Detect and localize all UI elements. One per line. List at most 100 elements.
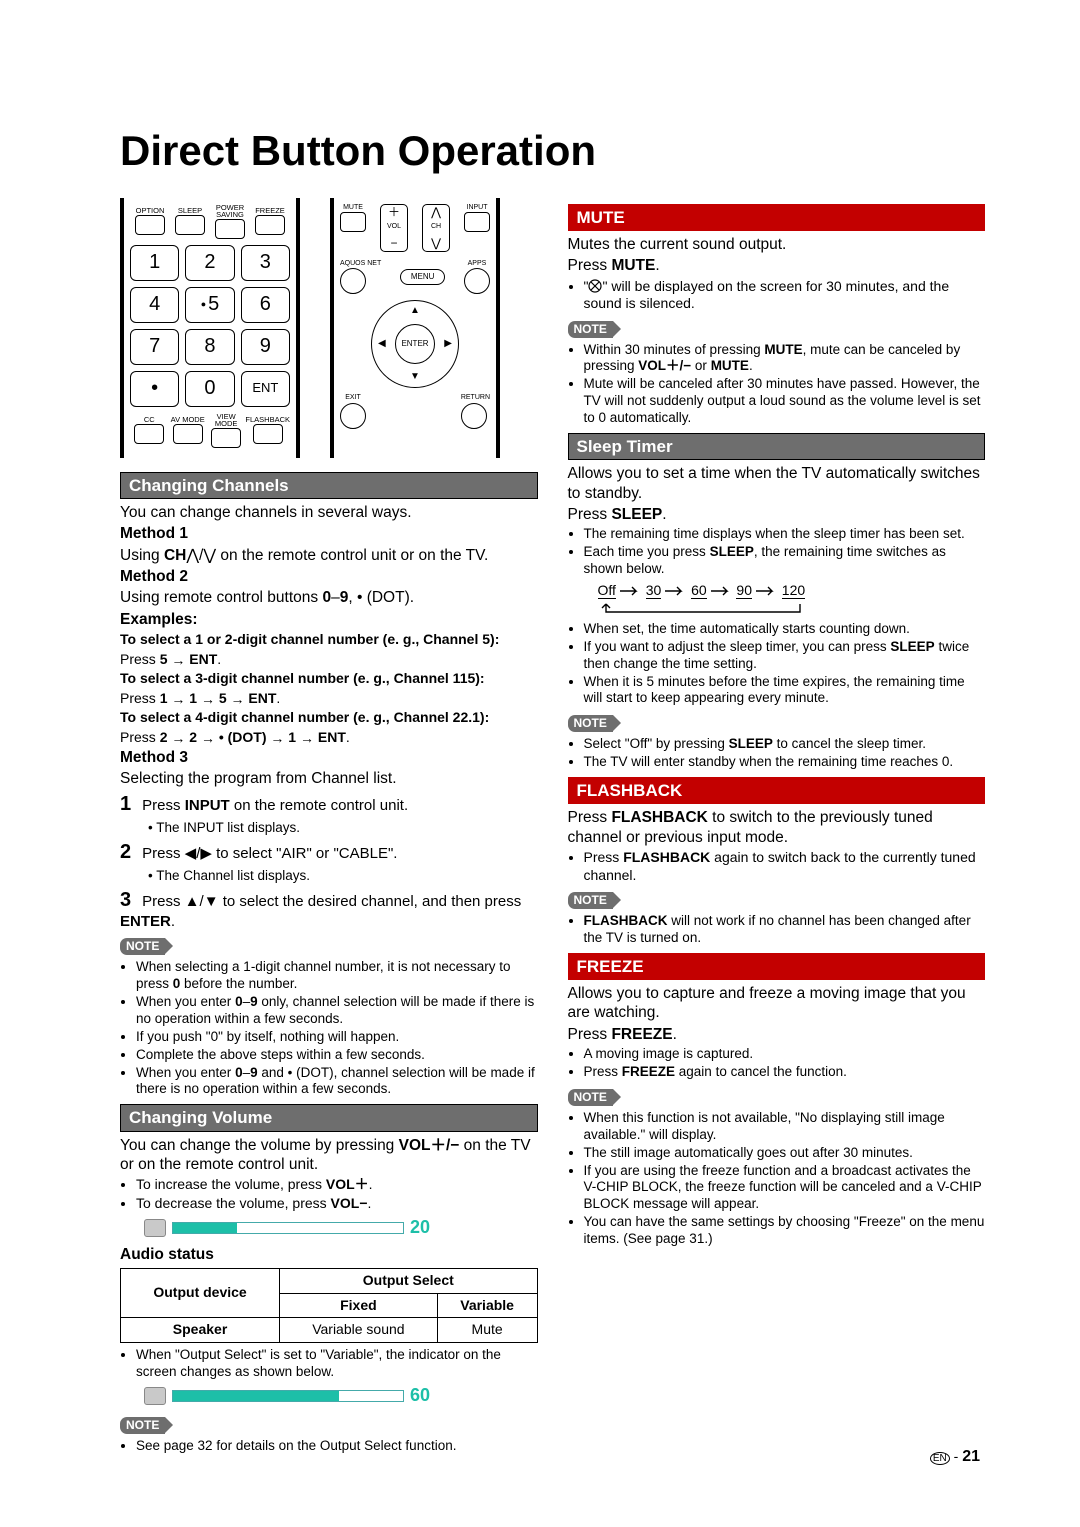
note-tag: NOTE xyxy=(568,1089,613,1106)
step-2-sub: • The Channel list displays. xyxy=(148,868,538,885)
remote-keypad: OPTION SLEEP POWER SAVING FREEZE 1 2 3 4… xyxy=(120,198,300,458)
list-item: Each time you press SLEEP, the remaining… xyxy=(584,544,986,578)
list-item: When "Output Select" is set to "Variable… xyxy=(136,1347,538,1381)
audio-status-table: Output device Output Select Fixed Variab… xyxy=(120,1268,538,1343)
td-variable: Mute xyxy=(437,1318,537,1343)
key-8: 8 xyxy=(185,329,234,365)
note-item: Within 30 minutes of pressing MUTE, mute… xyxy=(584,342,986,376)
list-item: The remaining time displays when the sle… xyxy=(584,526,986,543)
note-tag: NOTE xyxy=(120,938,165,955)
list-item: "" will be displayed on the screen for 3… xyxy=(584,278,986,313)
note-tag: NOTE xyxy=(120,1417,165,1434)
text: Using CH⋀/⋁ on the remote control unit o… xyxy=(120,546,538,565)
th-fixed: Fixed xyxy=(280,1293,438,1318)
mute-icon xyxy=(588,279,602,293)
sleep-cycle-diagram: Off 30 60 90 120 xyxy=(598,582,986,617)
label-viewmode: VIEW MODE xyxy=(207,413,245,428)
note-item: If you are using the freeze function and… xyxy=(584,1163,986,1214)
key-2: 2 xyxy=(185,245,234,281)
vol-list: To increase the volume, press VOL＋. To d… xyxy=(120,1176,538,1212)
remote-diagrams: OPTION SLEEP POWER SAVING FREEZE 1 2 3 4… xyxy=(120,198,538,458)
speaker-icon xyxy=(144,1219,166,1237)
note-item: Mute will be canceled after 30 minutes h… xyxy=(584,376,986,427)
label-ch: CH xyxy=(431,223,441,232)
section-changing-channels: Changing Channels xyxy=(120,472,538,499)
vol-rocker: ＋ VOL − xyxy=(380,204,408,252)
text: Press SLEEP. xyxy=(568,505,986,524)
text: Press FREEZE. xyxy=(568,1025,986,1044)
step-1: 1 Press INPUT on the remote control unit… xyxy=(120,792,538,817)
sleep-list-2: When set, the time automatically starts … xyxy=(568,621,986,707)
note-item: You can have the same settings by choosi… xyxy=(584,1214,986,1248)
label-power-saving: POWER SAVING xyxy=(210,204,250,219)
td-speaker: Speaker xyxy=(121,1318,280,1343)
label-aquos: AQUOS NET xyxy=(340,260,381,269)
th-output-device: Output device xyxy=(121,1269,280,1318)
notes-list: Select "Off" by pressing SLEEP to cancel… xyxy=(568,736,986,771)
note-tag: NOTE xyxy=(568,892,613,909)
list-item: When it is 5 minutes before the time exp… xyxy=(584,674,986,708)
key-5: ●5 xyxy=(185,287,234,323)
text: You can change the volume by pressing VO… xyxy=(120,1136,538,1175)
volume-indicator: 20 xyxy=(144,1216,538,1239)
ch-rocker: ⋀ CH ⋁ xyxy=(422,204,450,252)
note-item: Complete the above steps within a few se… xyxy=(136,1047,538,1064)
list-item: If you want to adjust the sleep timer, y… xyxy=(584,639,986,673)
key-1: 1 xyxy=(130,245,179,281)
page-number: EN - 21 xyxy=(930,1447,980,1467)
notes-list: When selecting a 1-digit channel number,… xyxy=(120,959,538,1098)
section-mute: MUTE xyxy=(568,204,986,231)
flashback-list: Press FLASHBACK again to switch back to … xyxy=(568,849,986,884)
label-vol: VOL xyxy=(387,223,401,232)
key-6: 6 xyxy=(241,287,290,323)
key-dot: • xyxy=(130,371,179,407)
list-item: Press FLASHBACK again to switch back to … xyxy=(584,849,986,884)
enter-button: ENTER xyxy=(395,324,435,364)
list-item: A moving image is captured. xyxy=(584,1046,986,1063)
page-title: Direct Button Operation xyxy=(120,125,985,178)
section-sleep-timer: Sleep Timer xyxy=(568,433,986,460)
method1-heading: Method 1 xyxy=(120,524,538,543)
remote-nav: MUTE ＋ VOL − ⋀ CH ⋁ xyxy=(330,198,500,458)
key-9: 9 xyxy=(241,329,290,365)
note-item: Select "Off" by pressing SLEEP to cancel… xyxy=(584,736,986,753)
label-flashback: FLASHBACK xyxy=(245,416,290,424)
speaker-var-icon xyxy=(144,1387,166,1405)
list-item: Press FREEZE again to cancel the functio… xyxy=(584,1064,986,1081)
note-item: FLASHBACK will not work if no channel ha… xyxy=(584,913,986,947)
label-freeze: FREEZE xyxy=(250,207,290,215)
label-return: RETURN xyxy=(461,394,490,403)
dpad: ▲ ▼ ◀ ▶ ENTER xyxy=(371,300,459,388)
ex3: Press 2 → 2 → • (DOT) → 1 → ENT. xyxy=(120,729,538,747)
key-4: 4 xyxy=(130,287,179,323)
note-item: When you enter 0–9 only, channel selecti… xyxy=(136,994,538,1028)
section-freeze: FREEZE xyxy=(568,953,986,980)
key-7: 7 xyxy=(130,329,179,365)
examples-heading: Examples: xyxy=(120,610,538,629)
notes-list: See page 32 for details on the Output Se… xyxy=(120,1438,538,1455)
menu-button: MENU xyxy=(400,269,446,285)
vol-value: 20 xyxy=(410,1216,430,1239)
freeze-list: A moving image is captured. Press FREEZE… xyxy=(568,1046,986,1081)
label-sleep: SLEEP xyxy=(170,207,210,215)
ex1: Press 5 → ENT. xyxy=(120,651,538,669)
label-mute: MUTE xyxy=(340,204,366,213)
label-apps: APPS xyxy=(464,260,490,269)
note-item: See page 32 for details on the Output Se… xyxy=(136,1438,538,1455)
th-variable: Variable xyxy=(437,1293,537,1318)
note-item: The still image automatically goes out a… xyxy=(584,1145,986,1162)
text: Allows you to capture and freeze a movin… xyxy=(568,984,986,1023)
section-flashback: FLASHBACK xyxy=(568,777,986,804)
key-3: 3 xyxy=(241,245,290,281)
note-tag: NOTE xyxy=(568,715,613,732)
list-item: When set, the time automatically starts … xyxy=(584,621,986,638)
text: Selecting the program from Channel list. xyxy=(120,769,538,788)
text: Mutes the current sound output. xyxy=(568,235,986,254)
ex2-h: To select a 3-digit channel number (e. g… xyxy=(120,670,538,688)
section-changing-volume: Changing Volume xyxy=(120,1104,538,1131)
text: You can change channels in several ways. xyxy=(120,503,538,522)
key-ent: ENT xyxy=(241,371,290,407)
text: Press FLASHBACK to switch to the previou… xyxy=(568,808,986,847)
var-note-list: When "Output Select" is set to "Variable… xyxy=(120,1347,538,1381)
th-output-select: Output Select xyxy=(280,1269,537,1294)
